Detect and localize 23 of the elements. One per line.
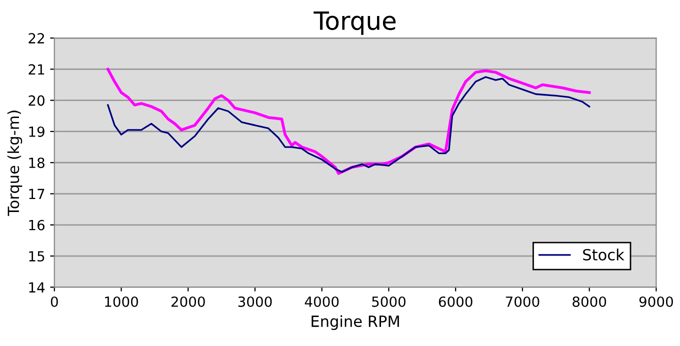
x-tick-label: 5000 [372,296,406,307]
y-tick-label: 19 [29,126,44,137]
x-tick-label: 0 [50,296,58,307]
x-tick-label: 4000 [304,296,339,307]
x-tick-label: 1000 [105,296,138,307]
y-tick-label: 16 [29,220,44,230]
x-tick-label: 9000 [639,296,673,307]
y-tick-label: 21 [28,64,44,74]
y-tick-label: 22 [28,33,44,44]
x-tick-label: 3000 [238,296,272,307]
x-tick-label: 8000 [572,296,606,307]
chart-title: Torque [314,12,396,35]
legend-label: Stock [583,248,624,261]
y-axis-title: Torque (kg-m) [7,110,22,216]
y-tick-label: 14 [29,282,45,292]
y-tick-label: 20 [28,95,44,106]
x-tick-label: 7000 [506,296,540,307]
x-tick-label: 2000 [171,296,205,307]
y-tick-label: 15 [29,251,44,262]
x-axis-title: Engine RPM [312,315,399,330]
y-tick-label: 18 [29,158,44,168]
y-tick-label: 17 [29,188,44,200]
x-tick-label: 6000 [438,296,472,307]
